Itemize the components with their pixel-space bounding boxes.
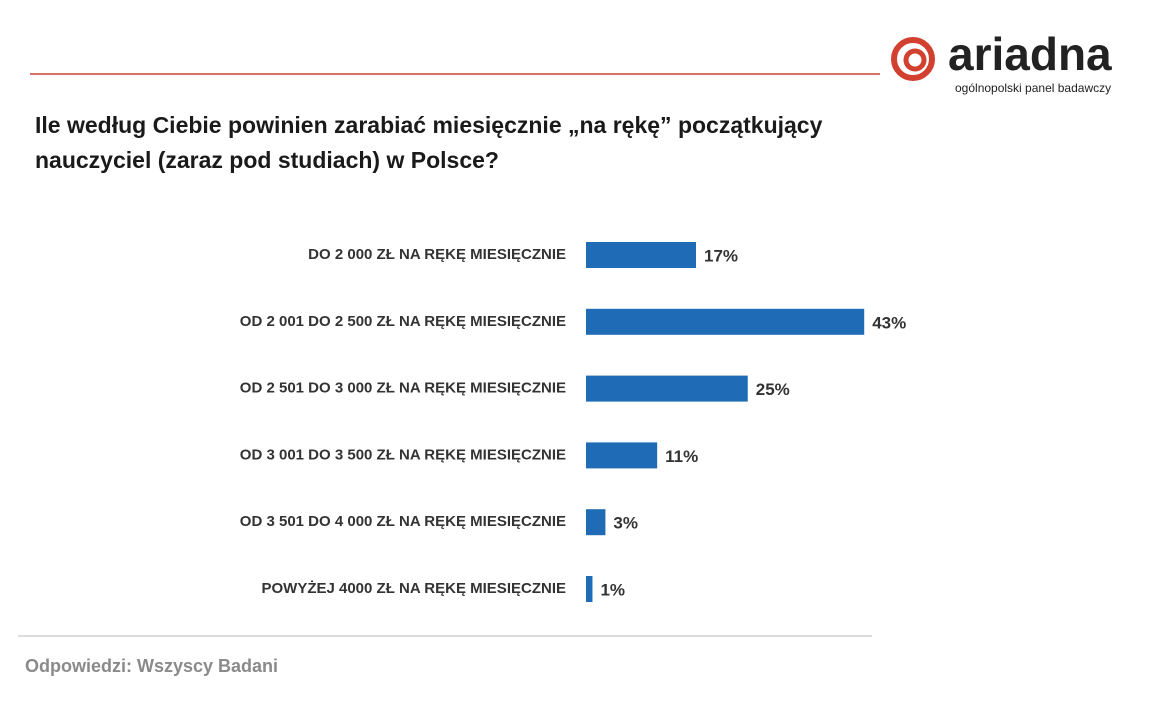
value-label: 25%	[756, 380, 790, 399]
bar	[586, 509, 606, 536]
category-label: OD 2 001 DO 2 500 ZŁ NA RĘKĘ MIESIĘCZNIE	[240, 313, 566, 330]
chart-title: Ile według Ciebie powinien zarabiać mies…	[35, 112, 823, 173]
bar	[586, 308, 865, 335]
value-label: 43%	[872, 313, 906, 332]
logo-name: ariadna	[948, 28, 1112, 80]
category-label: DO 2 000 ZŁ NA RĘKĘ MIESIĘCZNIE	[308, 246, 566, 263]
logo-icon	[891, 37, 935, 81]
bar	[586, 576, 593, 602]
logo-tagline: ogólnopolski panel badawczy	[955, 81, 1111, 95]
bar	[586, 242, 696, 268]
bar	[586, 375, 748, 402]
bar	[586, 442, 658, 469]
category-label: POWYŻEJ 4000 ZŁ NA RĘKĘ MIESIĘCZNIE	[261, 580, 566, 597]
footer-note: Odpowiedzi: Wszyscy Badani	[25, 656, 278, 676]
category-label: OD 3 501 DO 4 000 ZŁ NA RĘKĘ MIESIĘCZNIE	[240, 513, 566, 530]
value-label: 11%	[665, 447, 698, 466]
value-label: 3%	[613, 514, 638, 533]
category-label: OD 2 501 DO 3 000 ZŁ NA RĘKĘ MIESIĘCZNIE	[240, 380, 566, 397]
value-label: 17%	[704, 246, 738, 265]
value-label: 1%	[600, 580, 625, 599]
category-label: OD 3 001 DO 3 500 ZŁ NA RĘKĘ MIESIĘCZNIE	[240, 446, 566, 463]
